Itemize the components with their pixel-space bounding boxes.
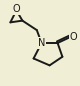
Text: O: O [70, 32, 77, 42]
Text: N: N [38, 38, 45, 48]
Text: O: O [13, 4, 20, 14]
